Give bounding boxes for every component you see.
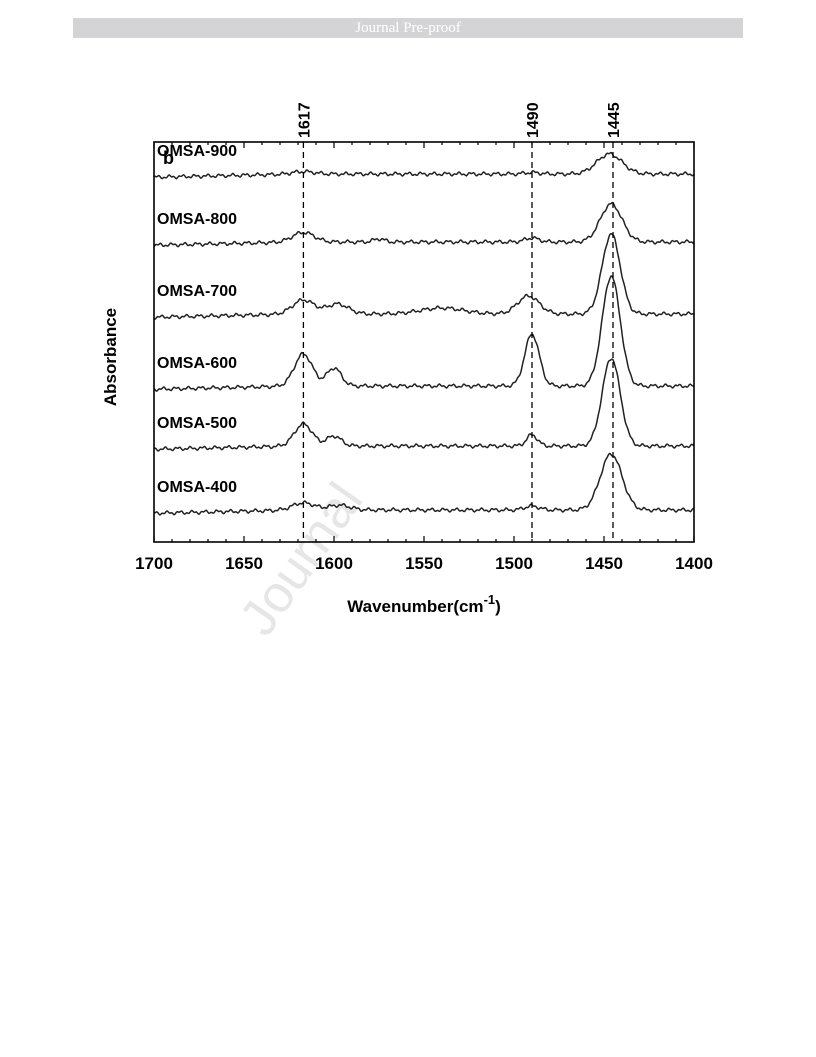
x-tick-label-1650: 1650 [225, 554, 263, 573]
x-axis-title: Wavenumber(cm-1) [347, 592, 501, 616]
series-label-omsa-900: OMSA-900 [157, 143, 237, 160]
x-axis-title-sup: -1 [484, 592, 496, 607]
x-ticks-group: 1700 1650 1600 1550 1500 1450 1400 [135, 142, 713, 573]
series-line-omsa-500 [153, 358, 695, 452]
ref-label-1445: 1445 [606, 102, 623, 138]
x-tick-label-1500: 1500 [495, 554, 533, 573]
curves-group [153, 151, 695, 516]
series-line-omsa-400 [153, 452, 695, 516]
series-line-omsa-900 [153, 151, 695, 180]
series-line-omsa-700 [153, 233, 695, 321]
x-tick-label-1450: 1450 [585, 554, 623, 573]
x-tick-label-1600: 1600 [315, 554, 353, 573]
series-labels-group: OMSA-900 OMSA-800 OMSA-700 OMSA-600 OMSA-500… [157, 143, 237, 496]
series-label-omsa-500: OMSA-500 [157, 415, 237, 432]
series-label-omsa-800: OMSA-800 [157, 211, 237, 228]
series-line-omsa-800 [153, 201, 695, 248]
x-axis-title-close: ) [495, 597, 501, 616]
panel-label: b [163, 148, 174, 168]
y-axis-title: Absorbance [101, 308, 120, 406]
x-tick-label-1700: 1700 [135, 554, 173, 573]
series-label-omsa-400: OMSA-400 [157, 479, 237, 496]
x-tick-label-1550: 1550 [405, 554, 443, 573]
series-line-omsa-600 [153, 274, 695, 392]
series-label-omsa-600: OMSA-600 [157, 355, 237, 372]
ref-label-1617: 1617 [296, 102, 313, 138]
x-axis-title-main: Wavenumber(cm [347, 597, 483, 616]
series-label-omsa-700: OMSA-700 [157, 283, 237, 300]
journal-banner: Journal Pre-proof [73, 18, 743, 38]
ref-label-1490: 1490 [525, 102, 542, 138]
reference-lines-group: 1617 1490 1445 [296, 102, 623, 542]
x-tick-label-1400: 1400 [675, 554, 713, 573]
